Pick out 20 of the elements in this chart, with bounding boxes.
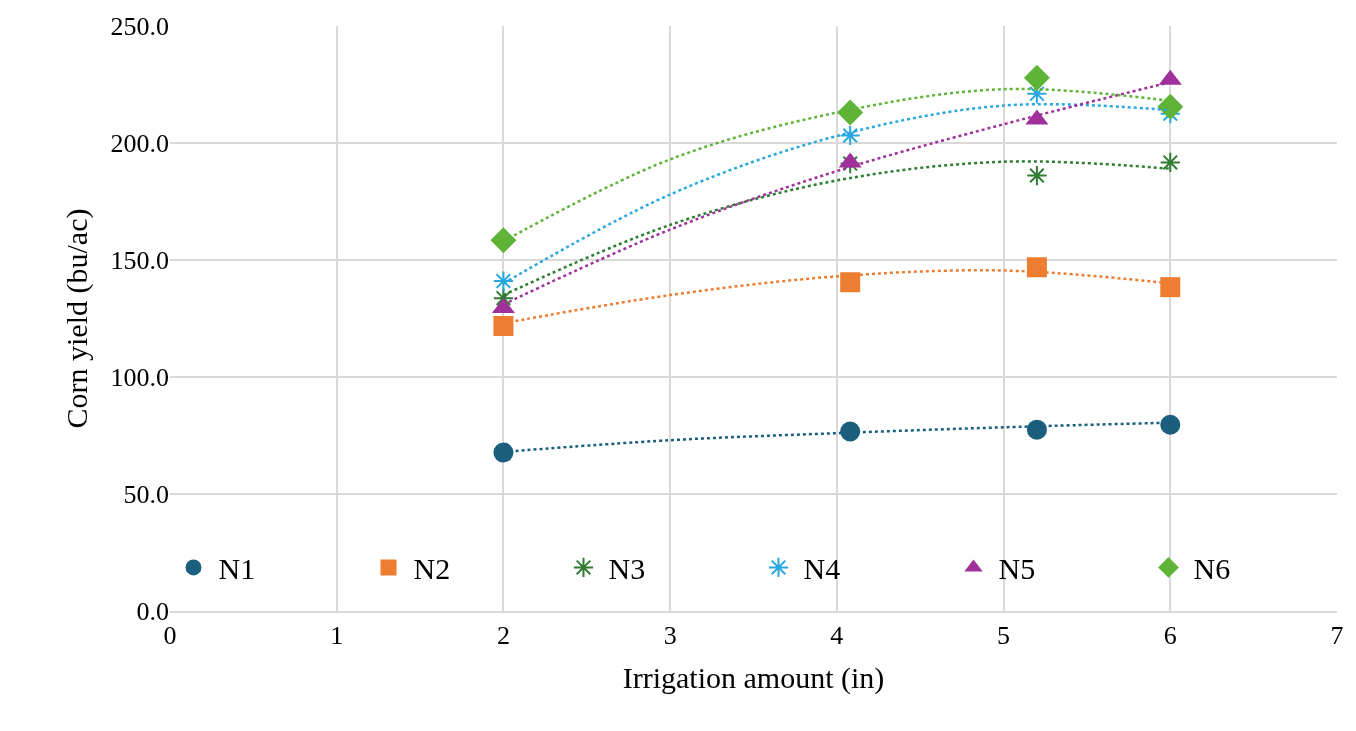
x-axis-title: Irrigation amount (in) (622, 661, 885, 696)
x-tick-label: 4 (830, 621, 844, 651)
y-tick-label: 100.0 (110, 363, 169, 393)
y-axis-title: Corn yield (bu/ac) (59, 208, 94, 429)
x-tick-label: 5 (997, 621, 1011, 651)
x-tick-label: 1 (330, 621, 344, 651)
legend-label: N5 (998, 552, 1036, 586)
legend-label: N4 (803, 552, 841, 586)
y-tick-label: 50.0 (123, 480, 169, 510)
legend-label: N1 (218, 552, 256, 586)
x-tick-label: 7 (1330, 621, 1344, 651)
legend-label: N2 (413, 552, 451, 586)
y-tick-label: 200.0 (110, 129, 169, 159)
y-tick-label: 250.0 (110, 12, 169, 42)
x-tick-label: 6 (1163, 621, 1177, 651)
legend-label: N6 (1193, 552, 1231, 586)
x-tick-label: 2 (496, 621, 510, 651)
y-tick-label: 150.0 (110, 246, 169, 276)
legend-label: N3 (608, 552, 646, 586)
x-tick-label: 3 (663, 621, 677, 651)
